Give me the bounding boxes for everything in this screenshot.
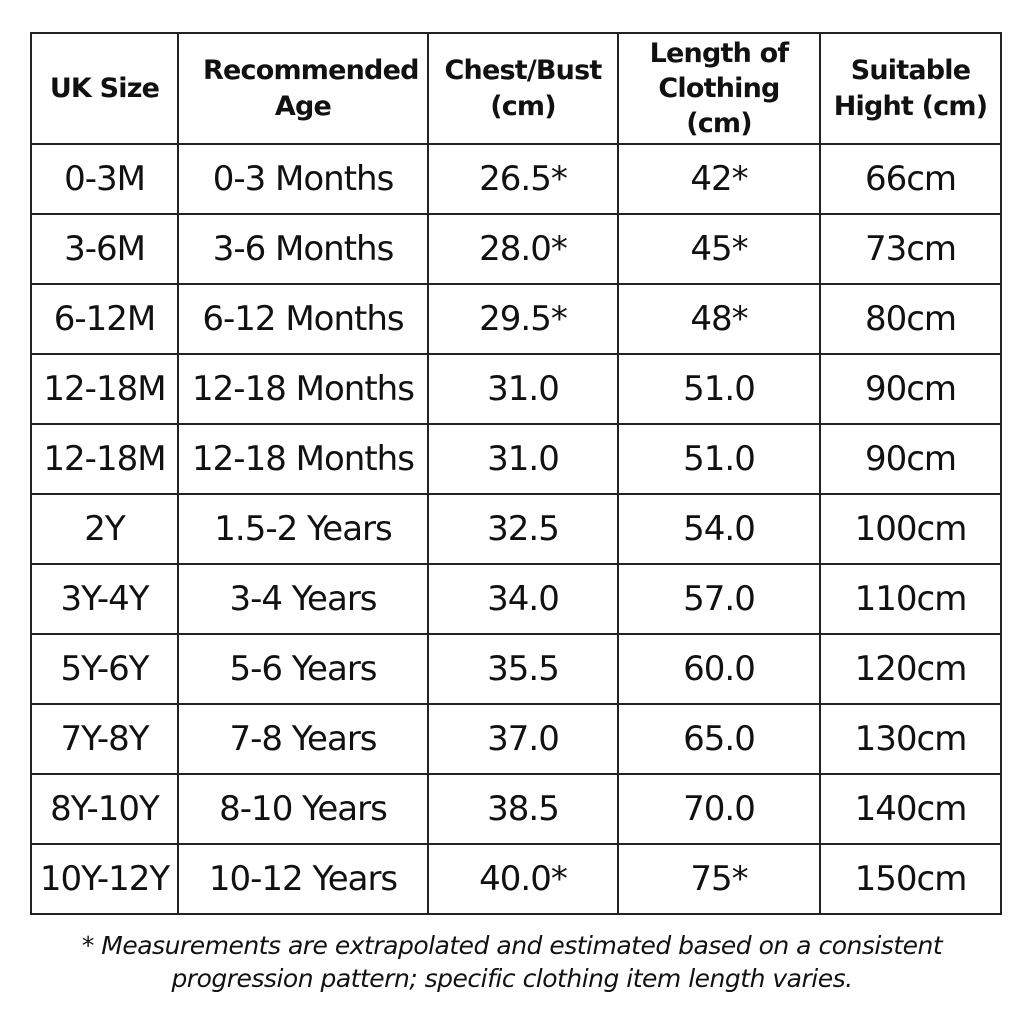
table-cell: 90cm xyxy=(819,353,1002,425)
table-cell: 130cm xyxy=(819,703,1002,775)
table-cell: 3-4 Years xyxy=(177,563,429,635)
table-cell: 10Y-12Y xyxy=(30,843,179,915)
header-text: UK Size xyxy=(49,72,160,104)
table-row: 10Y-12Y 10-12 Years 40.0* 75* 150cm xyxy=(30,843,1002,915)
table-cell: 5Y-6Y xyxy=(30,633,179,705)
table-cell: 60.0 xyxy=(617,633,821,705)
table-cell: 29.5* xyxy=(427,283,619,355)
table-cell: 70.0 xyxy=(617,773,821,845)
table-cell: 3-6M xyxy=(30,213,179,285)
header-cell: UK Size xyxy=(30,32,179,145)
table-cell: 54.0 xyxy=(617,493,821,565)
table-cell: 8Y-10Y xyxy=(30,773,179,845)
table-cell: 7-8 Years xyxy=(177,703,429,775)
table-cell: 12-18M xyxy=(30,423,179,495)
table-body: 0-3M 0-3 Months 26.5* 42* 66cm 3-6M 3-6 Months… xyxy=(30,143,1002,915)
table-cell: 31.0 xyxy=(427,353,619,425)
table-row: 3-6M 3-6 Months 28.0* 45* 73cm xyxy=(30,213,1002,285)
header-cell: Recommended Age xyxy=(177,32,429,145)
table-row: 6-12M 6-12 Months 29.5* 48* 80cm xyxy=(30,283,1002,355)
table-cell: 8-10 Years xyxy=(177,773,429,845)
table-cell: 32.5 xyxy=(427,493,619,565)
table-cell: 42* xyxy=(617,143,821,215)
header-text: Recommended Age xyxy=(203,55,419,122)
header-cell: Length of Clothing (cm) xyxy=(617,32,821,145)
table-cell: 73cm xyxy=(819,213,1002,285)
table-cell: 28.0* xyxy=(427,213,619,285)
header-text: Chest/Bust (cm) xyxy=(444,55,603,122)
table-row: 8Y-10Y 8-10 Years 38.5 70.0 140cm xyxy=(30,773,1002,845)
table-cell: 3-6 Months xyxy=(177,213,429,285)
header-cell: Suitable Hight (cm) xyxy=(819,32,1002,145)
header-text: Length of Clothing (cm) xyxy=(649,37,790,140)
table-row: 7Y-8Y 7-8 Years 37.0 65.0 130cm xyxy=(30,703,1002,775)
table-cell: 1.5-2 Years xyxy=(177,493,429,565)
table-cell: 51.0 xyxy=(617,353,821,425)
table-cell: 2Y xyxy=(30,493,179,565)
header-cell: Chest/Bust (cm) xyxy=(427,32,619,145)
table-cell: 31.0 xyxy=(427,423,619,495)
footnote: * Measurements are extrapolated and esti… xyxy=(81,931,943,993)
size-table: UK Size Recommended Age Chest/Bust (cm) Len… xyxy=(30,32,1002,915)
table-cell: 66cm xyxy=(819,143,1002,215)
table-cell: 40.0* xyxy=(427,843,619,915)
table-cell: 7Y-8Y xyxy=(30,703,179,775)
table-cell: 12-18M xyxy=(30,353,179,425)
table-cell: 35.5 xyxy=(427,633,619,705)
table-cell: 48* xyxy=(617,283,821,355)
table-row: 0-3M 0-3 Months 26.5* 42* 66cm xyxy=(30,143,1002,215)
table-cell: 120cm xyxy=(819,633,1002,705)
table-row: 2Y 1.5-2 Years 32.5 54.0 100cm xyxy=(30,493,1002,565)
table-cell: 0-3 Months xyxy=(177,143,429,215)
table-row: 5Y-6Y 5-6 Years 35.5 60.0 120cm xyxy=(30,633,1002,705)
table-cell: 12-18 Months xyxy=(177,353,429,425)
table-cell: 5-6 Years xyxy=(177,633,429,705)
table-cell: 10-12 Years xyxy=(177,843,429,915)
table-cell: 57.0 xyxy=(617,563,821,635)
table-cell: 110cm xyxy=(819,563,1002,635)
table-cell: 80cm xyxy=(819,283,1002,355)
table-cell: 51.0 xyxy=(617,423,821,495)
table-cell: 6-12 Months xyxy=(177,283,429,355)
table-cell: 100cm xyxy=(819,493,1002,565)
table-cell: 65.0 xyxy=(617,703,821,775)
table-row: 3Y-4Y 3-4 Years 34.0 57.0 110cm xyxy=(30,563,1002,635)
table-cell: 45* xyxy=(617,213,821,285)
table-row: 12-18M 12-18 Months 31.0 51.0 90cm xyxy=(30,423,1002,495)
table-cell: 26.5* xyxy=(427,143,619,215)
table-cell: 90cm xyxy=(819,423,1002,495)
table-cell: 34.0 xyxy=(427,563,619,635)
table-cell: 150cm xyxy=(819,843,1002,915)
table-cell: 75* xyxy=(617,843,821,915)
table-cell: 140cm xyxy=(819,773,1002,845)
table-cell: 0-3M xyxy=(30,143,179,215)
table-cell: 38.5 xyxy=(427,773,619,845)
header-row: UK Size Recommended Age Chest/Bust (cm) Len… xyxy=(30,32,1002,145)
table-cell: 37.0 xyxy=(427,703,619,775)
table-cell: 6-12M xyxy=(30,283,179,355)
header-text: Suitable Hight (cm) xyxy=(833,55,988,122)
table-row: 12-18M 12-18 Months 31.0 51.0 90cm xyxy=(30,353,1002,425)
table-cell: 3Y-4Y xyxy=(30,563,179,635)
table-cell: 12-18 Months xyxy=(177,423,429,495)
